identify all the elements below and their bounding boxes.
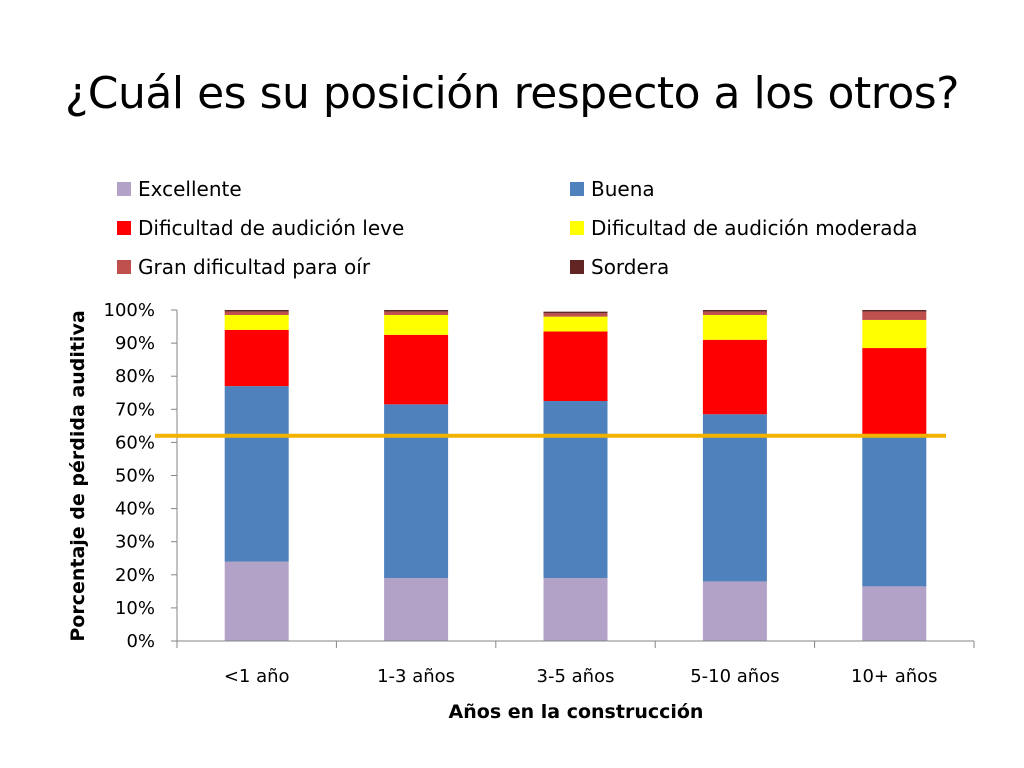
bar-segment bbox=[543, 313, 608, 317]
x-axis-title: Años en la construcción bbox=[449, 701, 704, 723]
legend-swatch bbox=[117, 260, 131, 274]
bar-segment bbox=[862, 310, 927, 312]
bar-segment bbox=[702, 414, 767, 582]
bar-segment bbox=[543, 401, 608, 579]
bar-segment bbox=[702, 339, 767, 415]
bar-segment bbox=[224, 561, 289, 641]
bar-segment bbox=[702, 314, 767, 340]
bar-segment bbox=[862, 434, 927, 587]
x-tick-label: 5-10 años bbox=[690, 666, 779, 687]
bar-segment bbox=[543, 578, 608, 641]
slide-title: ¿Cuál es su posición respecto a los otro… bbox=[64, 68, 960, 119]
y-tick-label: 20% bbox=[115, 565, 155, 586]
bar-segment bbox=[224, 386, 289, 562]
y-tick-label: 40% bbox=[115, 499, 155, 520]
bar-segment bbox=[224, 311, 289, 315]
bar-segment bbox=[384, 334, 449, 405]
x-tick-label: 1-3 años bbox=[377, 666, 455, 687]
x-tick-label: 3-5 años bbox=[537, 666, 615, 687]
legend-swatch bbox=[570, 260, 584, 274]
legend-swatch bbox=[117, 221, 131, 235]
y-tick-label: 60% bbox=[115, 432, 155, 453]
y-tick-label: 80% bbox=[115, 366, 155, 387]
legend-label: Sordera bbox=[591, 255, 669, 279]
bar-segment bbox=[702, 310, 767, 312]
y-tick-label: 50% bbox=[115, 466, 155, 487]
legend-label: Dificultad de audición leve bbox=[138, 216, 404, 240]
bar-segment bbox=[224, 310, 289, 312]
y-axis-title: Porcentaje de pérdida auditiva bbox=[67, 310, 89, 641]
y-tick-label: 10% bbox=[115, 598, 155, 619]
bar-segment bbox=[862, 348, 927, 435]
legend-swatch bbox=[570, 182, 584, 196]
bar-segment bbox=[384, 404, 449, 579]
bar-segment bbox=[862, 319, 927, 349]
bar-segment bbox=[384, 578, 449, 641]
y-tick-label: 30% bbox=[115, 532, 155, 553]
bar-segment bbox=[224, 329, 289, 387]
legend-swatch bbox=[570, 221, 584, 235]
y-tick-label: 100% bbox=[104, 300, 155, 321]
bar-segment bbox=[384, 311, 449, 315]
legend-label: Buena bbox=[591, 177, 655, 201]
y-tick-label: 0% bbox=[126, 631, 155, 652]
x-tick-label: 10+ años bbox=[851, 666, 938, 687]
bar-segment bbox=[543, 331, 608, 402]
bar-segment bbox=[702, 311, 767, 315]
bar-segment bbox=[862, 586, 927, 641]
bars bbox=[224, 310, 927, 641]
bar-segment bbox=[384, 310, 449, 312]
y-tick-label: 70% bbox=[115, 399, 155, 420]
legend-swatch bbox=[117, 182, 131, 196]
y-tick-label: 90% bbox=[115, 333, 155, 354]
legend-label: Excellente bbox=[138, 177, 242, 201]
chart-legend: Excellente Buena Dificultad de audición le… bbox=[117, 177, 917, 279]
y-axis: 0% 10% 20% 30% 40% 50% 60% 70% 80% 90% 100% bbox=[104, 300, 178, 652]
bar-segment bbox=[862, 311, 927, 320]
x-axis: <1 año 1-3 años 3-5 años 5-10 años 10+ años bbox=[176, 640, 975, 687]
legend-label: Dificultad de audición moderada bbox=[591, 216, 917, 240]
bar-segment bbox=[702, 581, 767, 641]
bar-segment bbox=[543, 311, 608, 314]
x-tick-label: <1 año bbox=[224, 666, 290, 687]
bar-segment bbox=[543, 316, 608, 332]
bar-segment bbox=[224, 314, 289, 330]
legend-label: Gran dificultad para oír bbox=[138, 255, 371, 279]
bar-segment bbox=[384, 314, 449, 335]
